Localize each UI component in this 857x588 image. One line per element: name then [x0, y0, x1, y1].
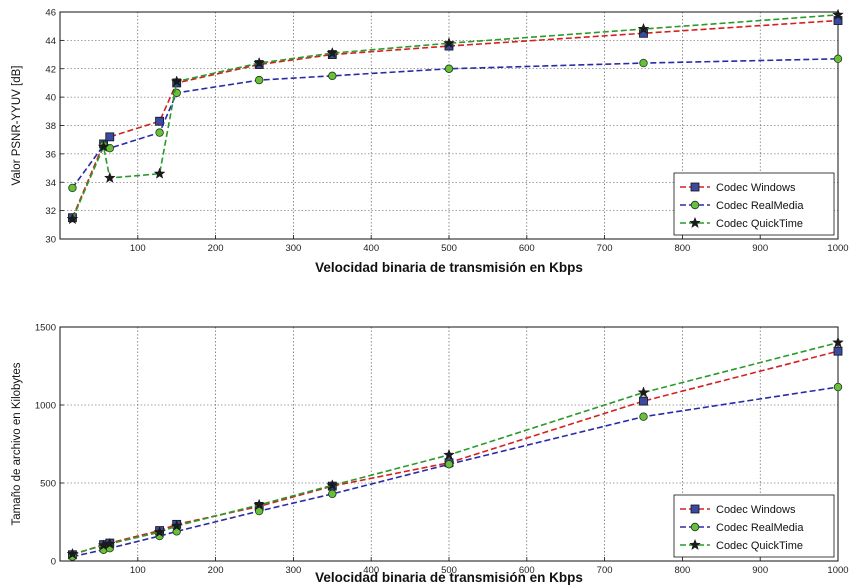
legend: Codec Windows Codec RealMedia Codec QuickT…	[673, 494, 835, 558]
legend-label: Codec QuickTime	[716, 218, 803, 230]
y-tick-label: 36	[45, 149, 56, 160]
data-point	[170, 519, 183, 531]
y-tick-label: 0	[51, 557, 56, 568]
legend-marker	[690, 504, 700, 514]
data-point	[833, 382, 843, 392]
x-tick-label: 200	[208, 243, 224, 254]
legend-label: Codec Windows	[716, 504, 796, 516]
x-tick-label: 800	[674, 243, 690, 254]
data-point	[66, 212, 79, 225]
x-tick-label: 700	[597, 243, 613, 254]
data-point	[153, 167, 166, 179]
data-point	[443, 448, 455, 460]
legend-label: Codec QuickTime	[716, 540, 803, 552]
y-tick-label: 42	[45, 64, 56, 75]
chart-2: 100 200 300 400 500 600 700 800 900 1000 0 500 1000 1…	[11, 323, 849, 586]
y-tick-label: 38	[45, 121, 56, 132]
data-point	[253, 56, 266, 69]
legend-marker	[690, 200, 700, 210]
x-axis-label: Velocidad binaria de transmisión en Kbps	[315, 570, 583, 585]
y-tick-label: 500	[40, 479, 56, 490]
data-point	[833, 54, 843, 64]
data-point	[68, 183, 77, 193]
x-tick-label: 600	[519, 565, 535, 576]
x-tick-label: 500	[441, 565, 457, 576]
data-point	[155, 128, 164, 137]
series-codec-realmedia	[68, 382, 843, 561]
x-axis-label: Velocidad binaria de transmisión en Kbps	[315, 260, 583, 275]
legend-marker	[690, 522, 700, 532]
data-point	[833, 346, 843, 356]
data-point	[832, 336, 844, 348]
data-point	[253, 498, 266, 510]
data-point	[103, 171, 116, 184]
data-point	[328, 489, 337, 499]
legend-marker	[690, 182, 700, 192]
legend-marker	[689, 538, 701, 551]
legend-label: Codec Windows	[716, 182, 796, 194]
y-axis-label: Tamaño de archivo en Kilobytes	[11, 362, 23, 525]
x-tick-label: 300	[285, 565, 301, 576]
y-tick-label: 46	[45, 8, 56, 19]
x-tick-label: 400	[363, 243, 379, 254]
series-line	[72, 341, 839, 555]
legend: Codec Windows Codec RealMedia Codec QuickT…	[673, 172, 835, 236]
data-point	[639, 412, 648, 421]
data-point	[444, 64, 454, 73]
y-tick-label: 1500	[35, 323, 56, 334]
data-point	[103, 537, 116, 549]
series-codec-quicktime	[66, 8, 844, 225]
legend-label: Codec RealMedia	[716, 522, 804, 534]
x-tick-label: 500	[441, 243, 457, 254]
x-tick-label: 200	[208, 565, 224, 576]
data-point	[153, 525, 166, 538]
x-tick-label: 800	[674, 565, 690, 576]
x-tick-label: 900	[752, 243, 768, 254]
series-codec-quicktime	[66, 336, 844, 560]
legend-label: Codec RealMedia	[716, 200, 804, 212]
data-point	[639, 58, 648, 68]
y-tick-label: 1000	[35, 401, 56, 412]
data-point	[637, 22, 650, 35]
series-line	[71, 14, 839, 220]
data-point	[170, 75, 183, 87]
x-tick-label: 1000	[827, 243, 848, 254]
data-point	[172, 88, 181, 98]
legend-marker	[689, 216, 701, 229]
data-point	[155, 116, 164, 126]
x-tick-label: 700	[597, 565, 613, 576]
y-tick-label: 44	[45, 36, 56, 47]
x-tick-label: 900	[752, 565, 768, 576]
y-tick-label: 40	[45, 93, 56, 104]
y-tick-label: 32	[45, 206, 56, 217]
y-tick-label: 30	[45, 235, 56, 246]
data-point	[832, 8, 844, 20]
x-tick-label: 100	[130, 243, 146, 254]
x-tick-label: 1000	[827, 565, 848, 576]
x-tick-label: 300	[285, 243, 301, 254]
legend-box	[673, 494, 835, 558]
data-point	[639, 396, 648, 406]
data-point	[326, 479, 339, 491]
data-point	[326, 46, 339, 59]
legend-box	[673, 172, 835, 236]
series-line	[72, 386, 839, 558]
data-point	[444, 460, 454, 469]
data-point	[328, 71, 337, 81]
chart-1: 100 200 300 400 500 600 700 800 900 1000 30 32 34 36 3…	[11, 8, 849, 276]
y-tick-label: 34	[45, 178, 56, 189]
data-point	[443, 36, 455, 49]
data-point	[637, 386, 650, 398]
data-point	[97, 140, 110, 152]
series-line	[72, 350, 839, 556]
x-tick-label: 600	[519, 243, 535, 254]
data-point	[105, 132, 115, 142]
x-tick-label: 400	[363, 565, 379, 576]
data-point	[66, 547, 79, 560]
data-point	[254, 75, 264, 85]
x-tick-label: 100	[130, 565, 146, 576]
y-axis-label: Valor PSNR-YYUV [dB]	[11, 66, 23, 186]
